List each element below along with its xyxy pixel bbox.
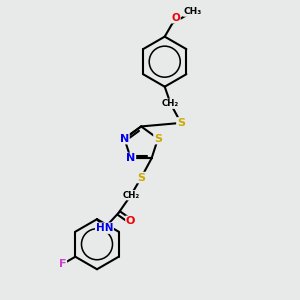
- Text: F: F: [59, 259, 66, 269]
- Text: N: N: [120, 134, 129, 144]
- Text: O: O: [171, 13, 180, 23]
- Text: O: O: [126, 216, 135, 226]
- Text: CH₂: CH₂: [162, 99, 179, 108]
- Text: N: N: [126, 153, 135, 164]
- Text: S: S: [177, 118, 185, 128]
- Text: CH₂: CH₂: [122, 191, 140, 200]
- Text: HN: HN: [96, 223, 113, 233]
- Text: S: S: [154, 134, 162, 144]
- Text: S: S: [137, 172, 145, 182]
- Text: CH₃: CH₃: [184, 7, 202, 16]
